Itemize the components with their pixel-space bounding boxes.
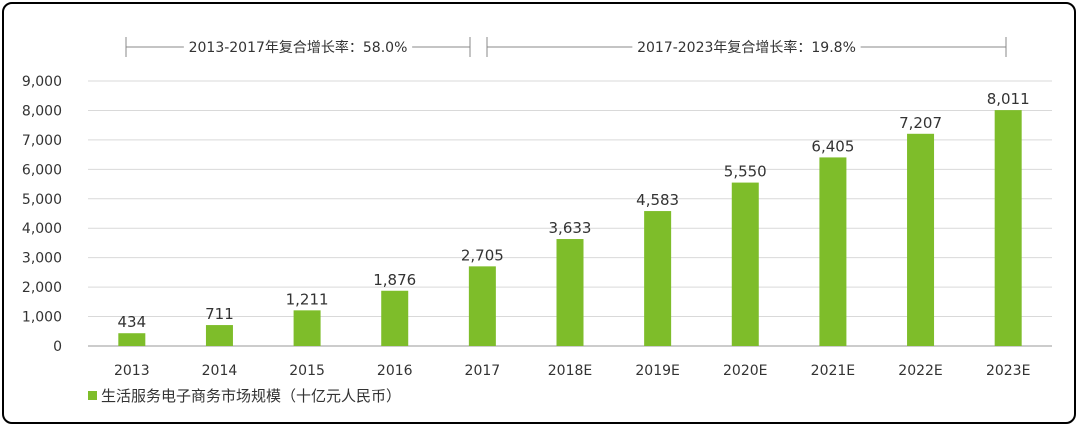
bar (556, 239, 584, 346)
y-tick-label: 9,000 (22, 74, 62, 90)
y-tick-label: 4,000 (22, 221, 62, 237)
y-tick-label: 8,000 (22, 103, 62, 119)
cagr-annotation: 2017-2023年复合增长率：19.8% (637, 39, 856, 56)
data-label: 8,011 (987, 90, 1030, 108)
data-label: 3,633 (549, 219, 592, 237)
bar (381, 290, 409, 346)
data-label: 7,207 (899, 114, 942, 132)
x-tick-label: 2022E (898, 363, 942, 379)
x-tick-label: 2023E (986, 363, 1030, 379)
data-label: 1,211 (286, 290, 329, 308)
data-label: 1,876 (373, 271, 416, 289)
y-tick-label: 6,000 (22, 162, 62, 178)
y-tick-label: 1,000 (22, 310, 62, 326)
x-tick-label: 2013 (114, 363, 150, 379)
x-tick-label: 2014 (202, 363, 238, 379)
y-tick-label: 5,000 (22, 192, 62, 208)
bar (205, 325, 233, 346)
data-label: 4,583 (636, 191, 679, 209)
bar (731, 182, 759, 346)
y-tick-label: 0 (53, 339, 62, 355)
x-tick-label: 2018E (548, 363, 592, 379)
data-label: 5,550 (724, 163, 767, 181)
x-tick-label: 2021E (811, 363, 855, 379)
bar (468, 266, 496, 346)
y-tick-label: 7,000 (22, 133, 62, 149)
y-tick-label: 2,000 (22, 280, 62, 296)
legend-label: 生活服务电子商务市场规模（十亿元人民币） (101, 387, 401, 405)
bar (994, 110, 1022, 347)
x-tick-label: 2015 (289, 363, 325, 379)
bar (644, 211, 672, 346)
x-tick-label: 2020E (723, 363, 767, 379)
x-tick-label: 2016 (377, 363, 413, 379)
data-label: 6,405 (811, 137, 854, 155)
data-label: 711 (205, 305, 234, 323)
x-tick-label: 2019E (635, 363, 679, 379)
bar (819, 157, 847, 346)
x-tick-label: 2017 (465, 363, 501, 379)
y-tick-label: 3,000 (22, 251, 62, 267)
cagr-annotation: 2013-2017年复合增长率：58.0% (189, 39, 408, 56)
data-label: 434 (117, 313, 146, 331)
legend-swatch (88, 391, 97, 400)
bar-chart: 0 1,000 2,000 3,000 4,000 5,000 6,000 7,000 8,00… (22, 37, 1052, 405)
bar (907, 133, 935, 346)
bar (118, 333, 146, 346)
bar (293, 310, 321, 346)
data-label: 2,705 (461, 246, 504, 264)
